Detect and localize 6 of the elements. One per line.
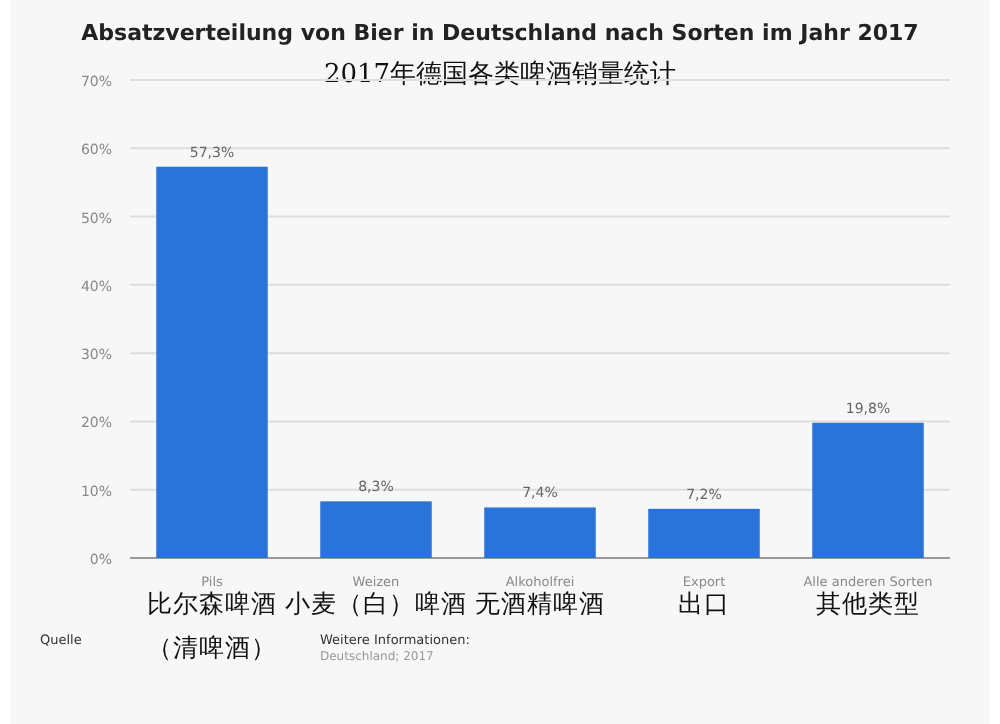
bar [648, 508, 760, 558]
bar [484, 507, 596, 558]
bar [812, 422, 924, 558]
bar [156, 166, 268, 558]
chart-title: Absatzverteilung von Bier in Deutschland nach Sorten im Jahr 2017 [81, 20, 919, 46]
bar [320, 501, 432, 558]
